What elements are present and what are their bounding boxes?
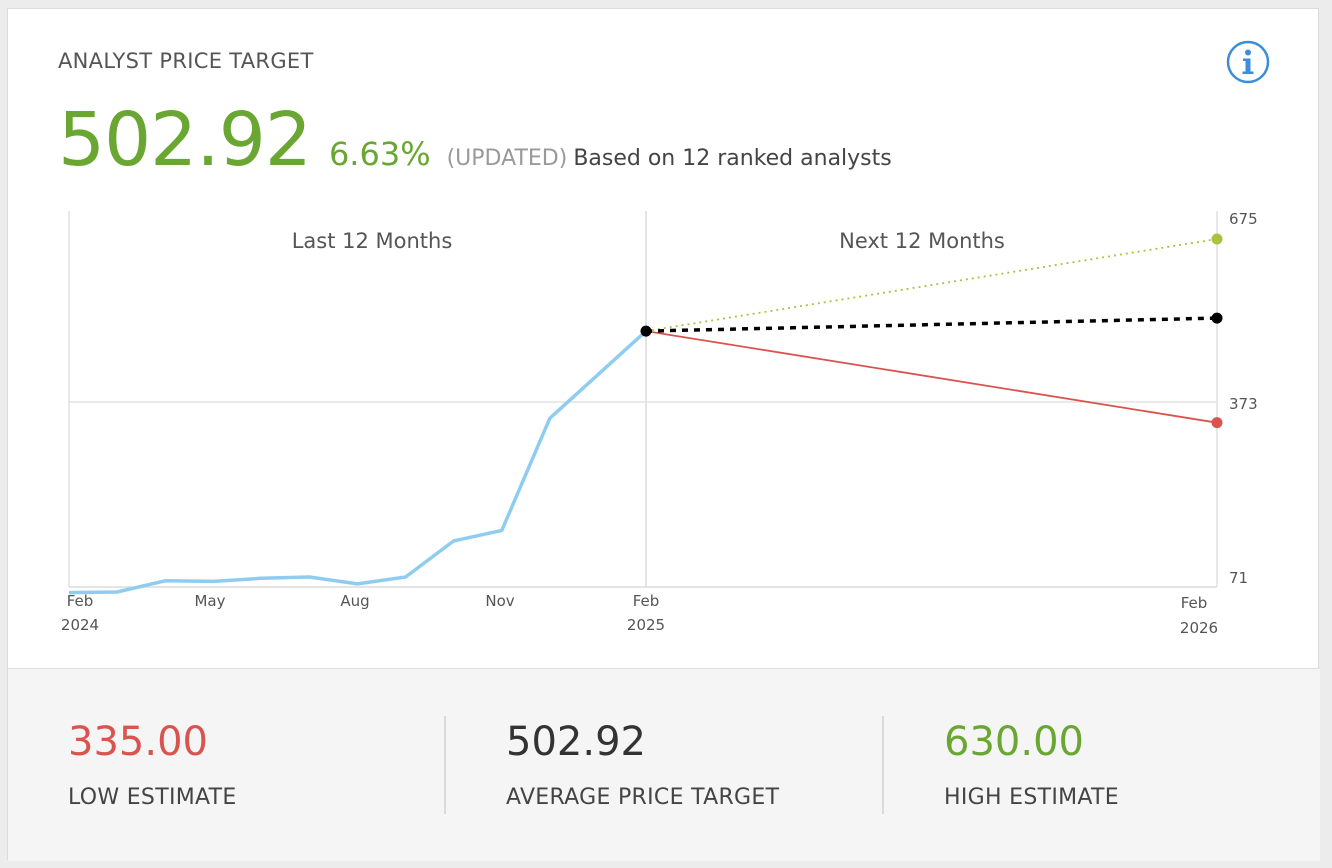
- price-target-value: 502.92: [58, 97, 312, 183]
- x-tick-month-nov: Nov: [485, 592, 514, 610]
- high-estimate-value: 630.00: [944, 719, 1084, 765]
- price-target-chart: Last 12 Months Next 12 Months 675 373 71…: [61, 210, 1258, 637]
- stat-divider: [882, 716, 884, 814]
- section-label-next-12: Next 12 Months: [839, 229, 1005, 253]
- y-tick-label-675: 675: [1229, 210, 1258, 228]
- y-tick-label-71: 71: [1229, 569, 1248, 587]
- history-price-line: [68, 329, 648, 595]
- average-estimate-point[interactable]: [1211, 312, 1223, 324]
- high-estimate-block: 630.00 HIGH ESTIMATE: [884, 669, 1322, 862]
- average-target-block: 502.92 AVERAGE PRICE TARGET: [446, 669, 884, 862]
- y-tick-label-373: 373: [1229, 395, 1258, 413]
- price-target-card: ANALYST PRICE TARGET 502.92 6.63% (UPDAT…: [7, 8, 1320, 861]
- x-tick-year-2024: 2024: [61, 616, 99, 634]
- stat-divider: [444, 716, 446, 814]
- change-percent: 6.63%: [328, 135, 431, 173]
- headline: 502.92 6.63% (UPDATED) Based on 12 ranke…: [58, 97, 892, 187]
- current-price-point[interactable]: [640, 325, 652, 337]
- high-estimate-label: HIGH ESTIMATE: [944, 785, 1119, 810]
- high-estimate-point[interactable]: [1211, 233, 1223, 245]
- x-tick-month-feb-2024: Feb: [67, 592, 94, 610]
- low-estimate-point[interactable]: [1211, 417, 1223, 429]
- x-tick-year-2026: 2026: [1180, 619, 1218, 637]
- x-tick-month-feb-2026: Feb: [1181, 594, 1208, 612]
- average-target-label: AVERAGE PRICE TARGET: [506, 785, 780, 810]
- estimates-footer: 335.00 LOW ESTIMATE 502.92 AVERAGE PRICE…: [8, 668, 1320, 861]
- x-tick-month-feb-2025: Feb: [633, 592, 660, 610]
- x-tick-month-aug: Aug: [340, 592, 369, 610]
- updated-tag: (UPDATED): [446, 146, 568, 171]
- section-label-last-12: Last 12 Months: [292, 229, 453, 253]
- analyst-count-text: Based on 12 ranked analysts: [573, 146, 892, 171]
- average-target-line: [645, 316, 1218, 333]
- high-estimate-line: [645, 238, 1218, 332]
- low-estimate-block: 335.00 LOW ESTIMATE: [8, 669, 446, 862]
- info-icon[interactable]: [1226, 40, 1270, 84]
- low-estimate-value: 335.00: [68, 719, 208, 765]
- low-estimate-label: LOW ESTIMATE: [68, 785, 237, 810]
- x-tick-month-may: May: [194, 592, 225, 610]
- x-tick-year-2025: 2025: [627, 616, 665, 634]
- section-title: ANALYST PRICE TARGET: [58, 49, 314, 73]
- average-target-value: 502.92: [506, 719, 646, 765]
- low-estimate-line: [645, 330, 1218, 424]
